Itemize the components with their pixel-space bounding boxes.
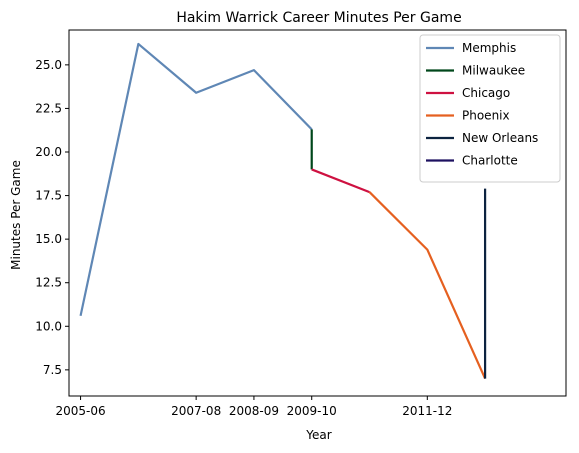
chart-title: Hakim Warrick Career Minutes Per Game — [176, 10, 461, 26]
x-tick-label: 2007-08 — [171, 404, 221, 418]
y-axis: 7.5 10.0 12.5 15.0 17.5 20.0 22.5 25.0 — [35, 58, 69, 377]
y-tick-label: 22.5 — [35, 101, 62, 115]
x-tick-label: 2009-10 — [287, 404, 337, 418]
plot-frame — [68, 29, 567, 397]
legend-label-charlotte: Charlotte — [462, 154, 518, 168]
legend-label-new-orleans: New Orleans — [462, 131, 538, 145]
y-tick-label: 7.5 — [43, 363, 62, 377]
x-axis: 2005-06 2007-08 2008-09 2009-10 2011-12 — [55, 396, 452, 418]
plot-area — [68, 29, 567, 397]
series-line-chicago — [311, 168, 370, 194]
y-axis-title: Minutes Per Game — [9, 160, 23, 270]
x-tick-label: 2008-09 — [229, 404, 279, 418]
series-line-phoenix — [368, 191, 487, 380]
x-axis-title: Year — [305, 428, 331, 442]
y-tick-label: 10.0 — [35, 319, 62, 333]
x-tick-label: 2005-06 — [55, 404, 105, 418]
legend: Memphis Milwaukee Chicago Phoenix New Orlean… — [419, 34, 561, 183]
x-tick-label: 2011-12 — [402, 404, 452, 418]
legend-label-phoenix: Phoenix — [462, 109, 510, 123]
series-line-memphis — [79, 42, 313, 317]
y-tick-label: 15.0 — [35, 232, 62, 246]
legend-label-milwaukee: Milwaukee — [462, 64, 525, 78]
y-tick-label: 17.5 — [35, 189, 62, 203]
y-tick-label: 25.0 — [35, 58, 62, 72]
y-tick-label: 20.0 — [35, 145, 62, 159]
legend-box — [419, 34, 561, 183]
legend-label-chicago: Chicago — [462, 86, 510, 100]
y-tick-label: 12.5 — [35, 276, 62, 290]
legend-label-memphis: Memphis — [462, 41, 516, 55]
